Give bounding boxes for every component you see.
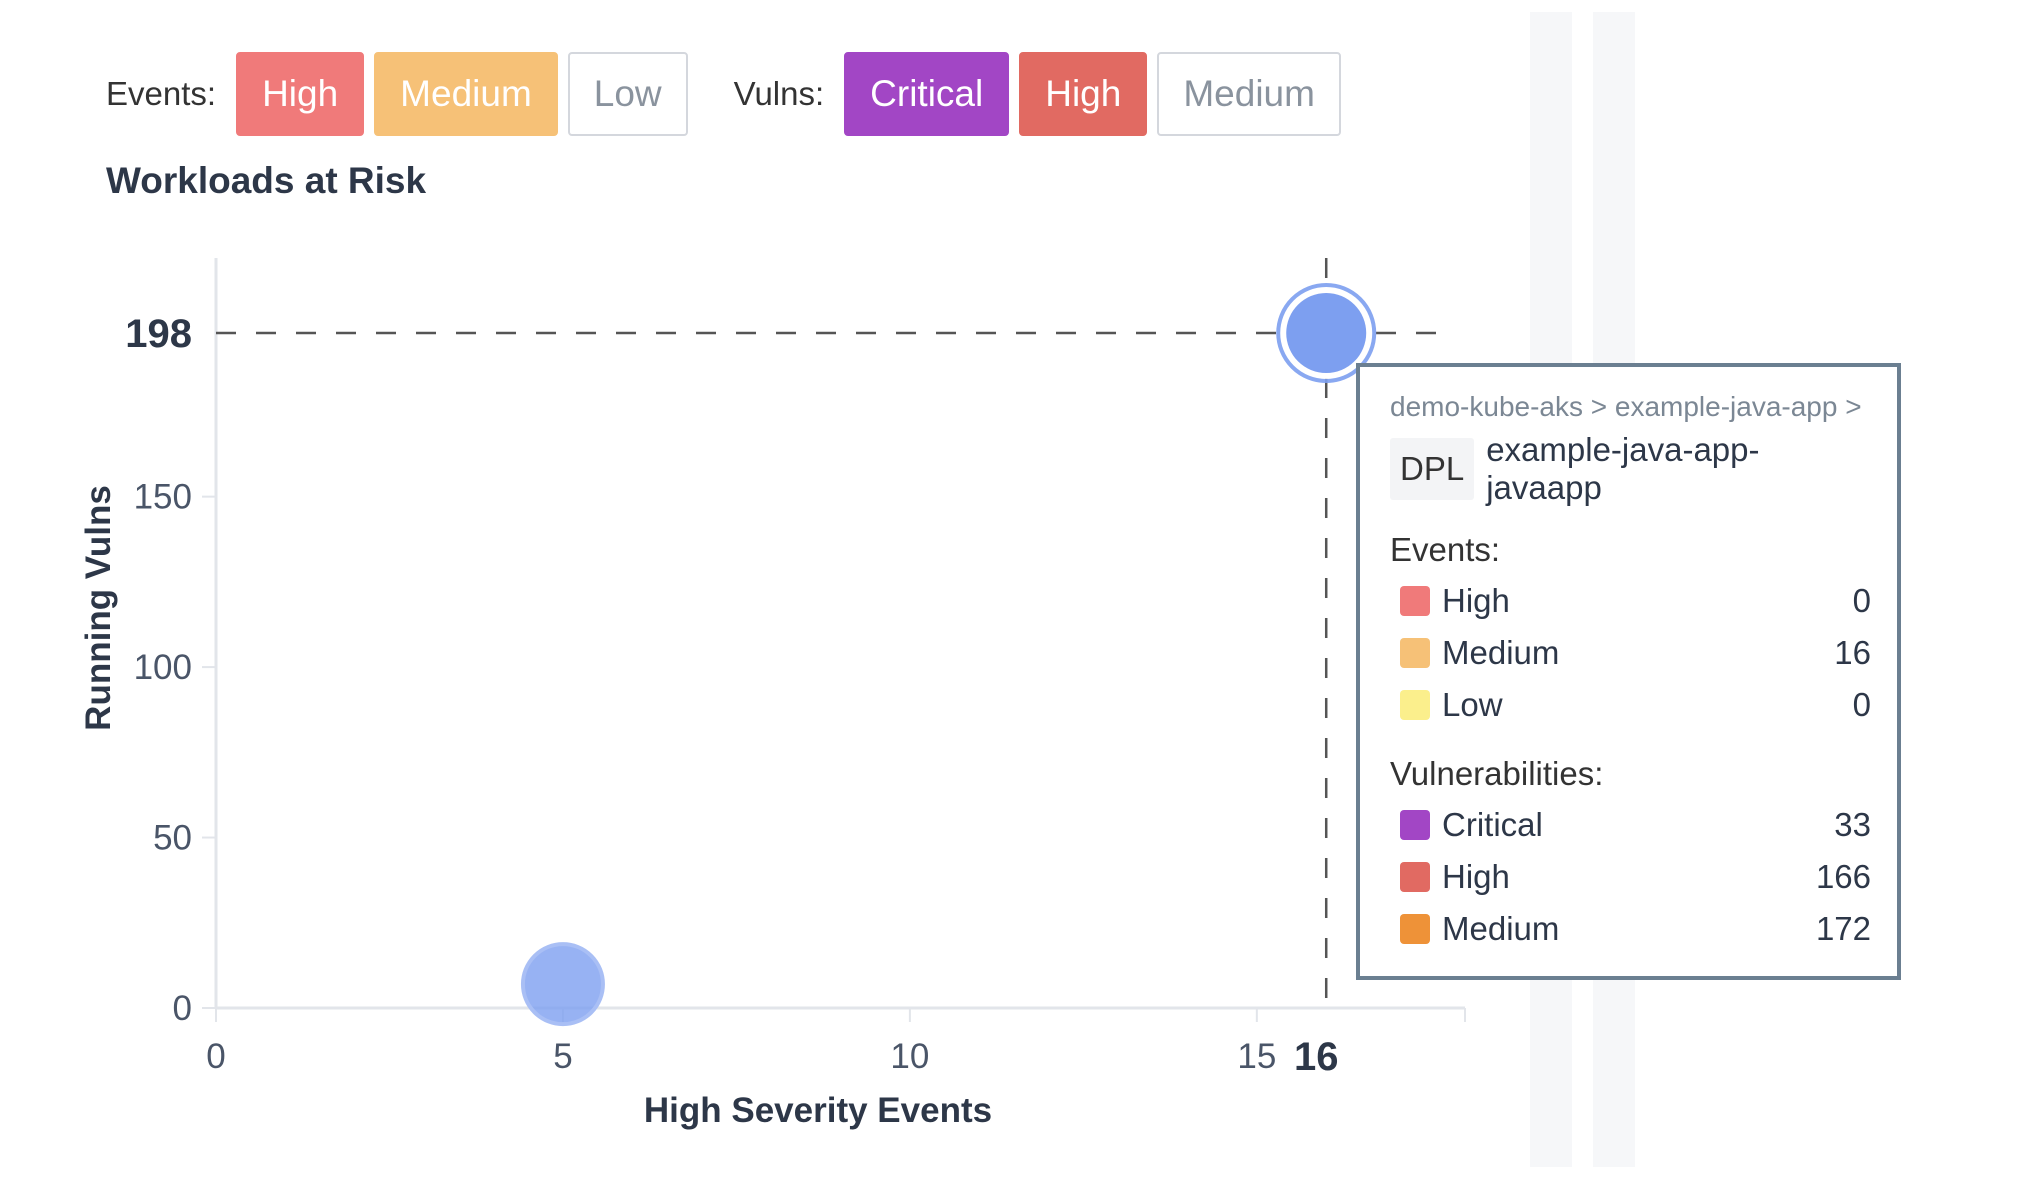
tooltip-header: DPL example-java-app-javaapp <box>1390 431 1873 507</box>
x-axis-title: High Severity Events <box>644 1091 992 1130</box>
severity-filters: Events: High Medium Low Vulns: Critical … <box>106 52 1351 136</box>
vuln-critical-swatch <box>1400 810 1430 840</box>
vulns-critical-toggle[interactable]: Critical <box>844 52 1010 136</box>
tooltip-vuln-row: High 166 <box>1390 851 1873 903</box>
x-tick-label: 0 <box>206 1037 225 1076</box>
vulns-filter-group: Vulns: Critical High Medium <box>734 52 1351 136</box>
chart-title: Workloads at Risk <box>106 160 427 201</box>
x-tick-label: 5 <box>553 1037 572 1076</box>
events-filter-label: Events: <box>106 75 217 112</box>
vuln-count: 172 <box>1815 910 1871 947</box>
event-label: High <box>1442 582 1510 619</box>
event-medium-swatch <box>1400 638 1430 668</box>
vuln-label: High <box>1442 858 1510 895</box>
vuln-count: 166 <box>1815 858 1871 895</box>
workload-tooltip: demo-kube-aks > example-java-app > DPL e… <box>1356 363 1901 980</box>
event-low-swatch <box>1400 690 1430 720</box>
vulns-filter-label: Vulns: <box>733 75 825 112</box>
x-tick-label: 10 <box>890 1037 929 1076</box>
data-point <box>520 942 605 1027</box>
vuln-label: Critical <box>1442 806 1543 843</box>
vulns-medium-toggle[interactable]: Medium <box>1157 52 1341 136</box>
event-label: Medium <box>1442 634 1560 671</box>
event-high-swatch <box>1400 586 1430 616</box>
y-tick-label: 0 <box>173 989 192 1028</box>
vulns-high-toggle[interactable]: High <box>1019 52 1148 136</box>
tooltip-vulns-heading: Vulnerabilities: <box>1390 755 1604 792</box>
x-tick-label: 15 <box>1237 1037 1276 1076</box>
crosshair-y-value: 198 <box>125 312 192 356</box>
vuln-medium-swatch <box>1400 914 1430 944</box>
event-label: Low <box>1442 686 1503 723</box>
event-count: 16 <box>1834 634 1871 671</box>
events-low-toggle[interactable]: Low <box>567 52 688 136</box>
vuln-label: Medium <box>1442 910 1560 947</box>
tooltip-path: demo-kube-aks > example-java-app > <box>1390 391 1862 422</box>
event-count: 0 <box>1852 686 1871 723</box>
workload-kind-badge: DPL <box>1390 438 1475 500</box>
vuln-count: 33 <box>1834 806 1871 843</box>
y-tick-label: 50 <box>153 819 192 858</box>
tooltip-event-row: Low 0 <box>1390 679 1873 731</box>
data-point <box>1286 293 1367 373</box>
crosshair-x-value: 16 <box>1294 1035 1339 1079</box>
tooltip-vuln-row: Critical 33 <box>1390 799 1873 851</box>
workloads-scatter-chart: 0 50 100 150 0 5 10 15 198 16 High Severity Events… <box>79 258 1466 1130</box>
y-axis-title: Running Vulns <box>79 485 118 731</box>
tooltip-event-row: Medium 16 <box>1390 627 1873 679</box>
events-medium-toggle[interactable]: Medium <box>374 52 558 136</box>
y-tick-label: 150 <box>134 478 192 517</box>
vuln-high-swatch <box>1400 862 1430 892</box>
workload-name: example-java-app-javaapp <box>1486 431 1760 506</box>
event-count: 0 <box>1852 582 1871 619</box>
events-high-toggle[interactable]: High <box>236 52 365 136</box>
tooltip-event-row: High 0 <box>1390 575 1873 627</box>
y-tick-label: 100 <box>134 648 192 687</box>
tooltip-events-heading: Events: <box>1390 531 1501 568</box>
tooltip-vuln-row: Medium 172 <box>1390 903 1873 955</box>
